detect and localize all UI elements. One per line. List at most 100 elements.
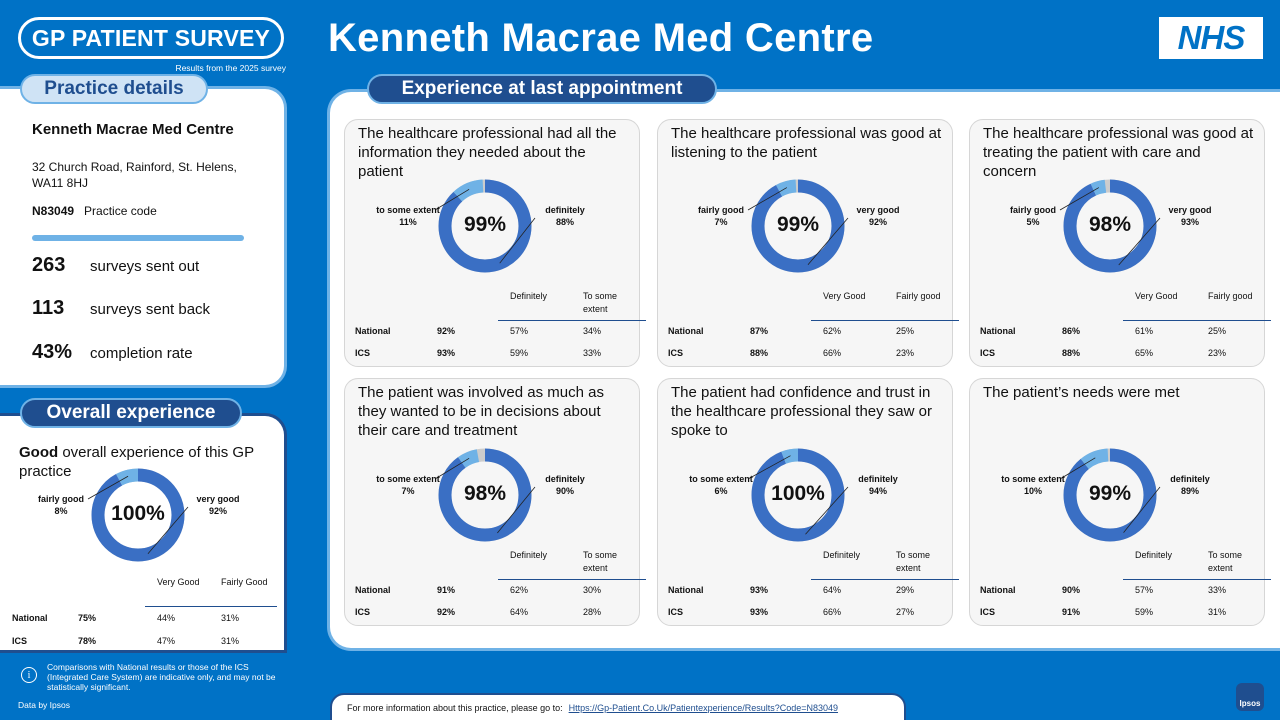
table-row-name: National [980,585,1016,595]
table-row-name: ICS [980,348,996,358]
donut-percentage: 100% [111,502,165,525]
experience-card: The healthcare professional was good at … [969,119,1271,367]
practice-results-link[interactable]: Https://Gp-Patient.Co.Uk/Patientexperien… [568,703,839,713]
table-row-col1: 47% [157,636,176,646]
table-row-col2: 33% [583,348,602,358]
table-row-col2: 34% [583,326,602,336]
donut-percentage: 99% [463,213,507,236]
table-rule [145,606,277,607]
donut-label-right-value: 94% [868,486,887,496]
donut-percentage: 98% [463,482,507,505]
stat-label: surveys sent back [90,301,211,318]
leader-line [747,187,788,211]
table-row-name: National [355,326,391,336]
donut-chart [1059,448,1161,542]
page-title: Kenneth Macrae Med Centre [328,16,874,60]
table-header-col2: To some extent [1208,550,1243,573]
overall-bold: Good [19,444,59,461]
table-row-col1: 65% [1135,348,1154,358]
table-header-col2: To some extent [583,291,618,314]
table-row-name: National [668,326,704,336]
stat-surveys-sent-back: 113 surveys sent back [32,297,210,320]
practice-code-row: N83049 Practice code [32,204,157,218]
table-row-col1: 44% [157,613,176,623]
leader-line [747,455,791,480]
table-row-col2: 31% [1208,607,1227,617]
table-row-col1: 64% [510,607,529,617]
card-title: The healthcare professional was good at … [671,125,942,161]
donut-label-left-value: 5% [1026,217,1040,227]
table-rule [811,579,959,580]
table-row-col1: 57% [1135,585,1154,595]
table-rule [1123,579,1271,580]
table-row-total: 90% [1062,585,1081,595]
donut-chart [434,179,536,273]
card-title: The healthcare professional was good at … [983,125,1254,180]
leader-line [497,486,536,534]
donut-percentage: 99% [1088,482,1132,505]
donut-label-left: fairly good 8% [26,493,96,517]
table-header-col1: Very Good [157,577,200,587]
table-rule [498,579,646,580]
table-rule [498,320,646,321]
table-row-col1: 62% [510,585,529,595]
practice-details-heading: Practice details [20,74,208,104]
stat-number: 43% [32,341,73,363]
donut-chart [747,448,849,542]
leader-line [434,457,470,480]
leader-line [87,475,129,500]
table-header-col2: Fairly good [1208,291,1253,301]
overall-experience-heading: Overall experience [20,398,242,428]
donut-chart [87,468,189,562]
donut-percentage: 98% [1088,213,1132,236]
table-row-name: National [12,613,48,623]
comparison-note: Comparisons with National results or tho… [47,662,276,692]
table-row-col1: 64% [823,585,842,595]
table-row-col1: 57% [510,326,529,336]
overall-experience-panel [0,413,287,653]
donut-label-left-name: to some extent [1001,474,1065,484]
donut-segment-main [438,179,532,273]
experience-heading: Experience at last appointment [367,74,717,104]
table-row-col1: 66% [823,348,842,358]
donut-label-right: definitely 90% [530,473,600,497]
table-row-name: National [668,585,704,595]
table-header-col2: To some extent [896,550,931,573]
stat-label: completion rate [90,345,193,362]
donut-label-right: definitely 94% [843,473,913,497]
table-header-col2: To some extent [583,550,618,573]
table-header-col1: Definitely [1135,550,1173,560]
table-row-col2: 23% [896,348,915,358]
donut-label-left-name: fairly good [37,494,84,504]
donut-label-left: fairly good 5% [998,204,1068,228]
table-row-total: 93% [750,585,769,595]
donut-label-right-value: 92% [208,506,227,516]
donut-label-left-value: 6% [714,486,728,496]
survey-subtitle: Results from the 2025 survey [175,63,286,73]
table-row-col1: 59% [510,348,529,358]
table-row-total: 92% [437,326,456,336]
card-title: The patient’s needs were met [983,384,1180,401]
leader-line [1059,187,1100,211]
table-row-col2: 33% [1208,585,1227,595]
table-row-name: ICS [668,607,684,617]
table-header-col2: Fairly good [896,291,941,301]
table-row-name: ICS [355,348,371,358]
table-rule [811,320,959,321]
donut-chart [747,179,849,273]
table-row-name: ICS [355,607,371,617]
table-row-col1: 62% [823,326,842,336]
table-row-col1: 61% [1135,326,1154,336]
experience-card: The patient was involved as much as they… [344,378,646,626]
donut-label-left-name: fairly good [1009,205,1056,215]
practice-name: Kenneth Macrae Med Centre [32,121,234,138]
experience-card: The healthcare professional had all the … [344,119,646,367]
table-row-col2: 27% [896,607,915,617]
table-header-col1: Very Good [823,291,866,301]
overall-rest: overall experience of this GP practice [19,444,254,480]
table-header-col1: Definitely [510,550,548,560]
donut-percentage: 100% [771,482,825,505]
info-text: For more information about this practice… [347,703,563,713]
donut-chart [1059,179,1161,273]
info-icon: i [21,667,37,683]
